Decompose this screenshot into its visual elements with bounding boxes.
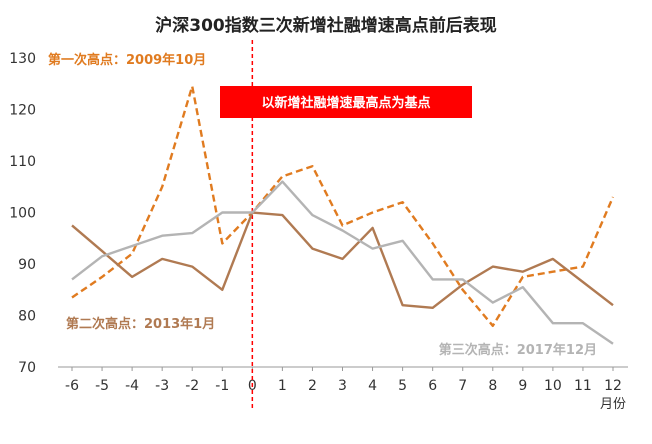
baseline-label: 以新增社融增速最高点为基点	[261, 95, 430, 111]
y-tick-label: 90	[18, 257, 36, 273]
x-tick-label: 4	[368, 378, 377, 394]
series-label-1: 第一次高点：2009年10月	[48, 52, 206, 68]
label-layer: 第一次高点：2009年10月第二次高点：2013年1月第三次高点：2017年12…	[48, 52, 597, 358]
x-tick-label: 10	[544, 378, 562, 394]
y-tick-label: 70	[18, 360, 36, 376]
x-tick-label: -1	[215, 378, 229, 394]
x-tick-label: 11	[574, 378, 592, 394]
y-tick-label: 100	[9, 206, 36, 222]
x-tick-label: 9	[518, 378, 527, 394]
y-tick-label: 110	[9, 154, 36, 170]
x-axis-unit-label: 月份	[600, 397, 626, 412]
series-line-1	[71, 85, 615, 327]
y-tick-label: 120	[9, 103, 36, 119]
x-tick-label: 8	[488, 378, 497, 394]
x-tick-label: -4	[125, 378, 139, 394]
series-label-3: 第三次高点：2017年12月	[439, 342, 597, 358]
x-tick-label: 6	[428, 378, 437, 394]
series-line-2	[71, 211, 614, 309]
x-tick-label: -5	[95, 378, 109, 394]
x-tick-label: 7	[458, 378, 467, 394]
chart-title: 沪深300指数三次新增社融增速高点前后表现	[155, 15, 497, 36]
x-tick-label: -6	[65, 378, 79, 394]
baseline-label-box	[220, 86, 472, 118]
series-layer	[71, 85, 615, 345]
x-tick-label: 1	[278, 378, 287, 394]
x-tick-label: 3	[338, 378, 347, 394]
x-tick-label: 2	[308, 378, 317, 394]
x-tick-label: -2	[185, 378, 199, 394]
series-line-3	[71, 180, 614, 345]
axes: 708090100110120130-6-5-4-3-2-10123456789…	[9, 51, 628, 412]
series-label-2: 第二次高点：2013年1月	[66, 316, 215, 332]
x-tick-label: 12	[604, 378, 622, 394]
x-tick-label: 5	[398, 378, 407, 394]
x-tick-label: -3	[155, 378, 169, 394]
baseline-layer: 以新增社融增速最高点为基点	[220, 40, 472, 410]
y-tick-label: 80	[18, 309, 36, 325]
y-tick-label: 130	[9, 51, 36, 67]
